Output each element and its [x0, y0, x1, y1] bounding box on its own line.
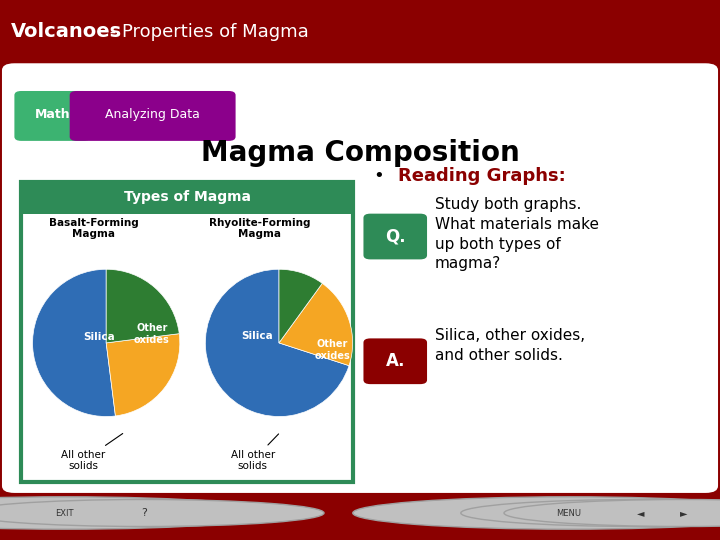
Text: Reading Graphs:: Reading Graphs:	[398, 167, 566, 185]
Text: ►: ►	[680, 508, 688, 518]
Wedge shape	[279, 269, 323, 343]
Circle shape	[461, 500, 720, 526]
Wedge shape	[32, 269, 115, 416]
Text: - Properties of Magma: - Properties of Magma	[104, 23, 309, 40]
Text: Silica: Silica	[241, 330, 273, 341]
Text: Analyzing Data: Analyzing Data	[105, 108, 200, 121]
Text: Study both graphs.
What materials make
up both types of
magma?: Study both graphs. What materials make u…	[435, 197, 598, 272]
FancyBboxPatch shape	[364, 339, 427, 384]
FancyBboxPatch shape	[14, 91, 91, 141]
Text: Q.: Q.	[385, 227, 405, 246]
Text: Other
oxides: Other oxides	[314, 340, 350, 361]
Circle shape	[0, 500, 324, 526]
FancyBboxPatch shape	[1, 62, 719, 494]
FancyBboxPatch shape	[22, 183, 353, 214]
Text: Types of Magma: Types of Magma	[124, 191, 251, 205]
Wedge shape	[107, 269, 179, 343]
Text: Basalt-Forming
Magma: Basalt-Forming Magma	[49, 218, 139, 239]
Text: Magma Composition: Magma Composition	[201, 139, 519, 167]
Wedge shape	[279, 284, 353, 366]
Text: Other
oxides: Other oxides	[134, 323, 170, 345]
Text: MENU: MENU	[557, 509, 581, 517]
Text: EXIT: EXIT	[55, 509, 74, 517]
Circle shape	[353, 497, 720, 529]
Text: Rhyolite-Forming
Magma: Rhyolite-Forming Magma	[209, 218, 310, 239]
Circle shape	[504, 500, 720, 526]
FancyBboxPatch shape	[364, 214, 427, 259]
Wedge shape	[205, 269, 349, 416]
Text: Silica: Silica	[83, 332, 114, 342]
Text: ?: ?	[141, 508, 147, 518]
Text: ◄: ◄	[637, 508, 644, 518]
FancyBboxPatch shape	[70, 91, 235, 141]
Text: Volcanoes: Volcanoes	[11, 22, 122, 41]
Text: A.: A.	[385, 352, 405, 370]
Text: Silica, other oxides,
and other solids.: Silica, other oxides, and other solids.	[435, 328, 585, 363]
Circle shape	[0, 497, 281, 529]
Text: All other
solids: All other solids	[230, 434, 279, 471]
FancyBboxPatch shape	[22, 183, 353, 482]
Text: •: •	[374, 167, 390, 185]
Wedge shape	[107, 334, 180, 416]
Text: All other
solids: All other solids	[61, 434, 122, 471]
Text: Math: Math	[35, 108, 71, 121]
